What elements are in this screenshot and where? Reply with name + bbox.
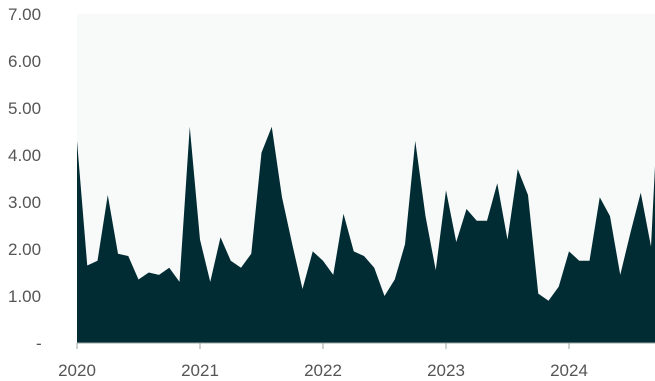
y-tick-label: 2.00 — [8, 240, 41, 259]
y-tick-label: 5.00 — [8, 99, 41, 118]
y-axis-tick-labels: - 1.00 2.00 3.00 4.00 5.00 6.00 7.00 — [8, 5, 42, 353]
x-tick-label: 2024 — [550, 361, 588, 380]
area-series — [77, 126, 655, 343]
x-axis-tick-labels: 2020 2021 2022 2023 2024 — [58, 361, 588, 380]
x-tick-label: 2023 — [427, 361, 465, 380]
x-tick-label: 2020 — [58, 361, 96, 380]
y-tick-label: 1.00 — [8, 287, 41, 306]
y-tick-label: 4.00 — [8, 146, 41, 165]
y-tick-label: 7.00 — [8, 5, 41, 24]
x-axis-ticks — [76, 343, 570, 349]
y-tick-label: 6.00 — [8, 52, 41, 71]
x-tick-label: 2021 — [181, 361, 219, 380]
x-tick-label: 2022 — [304, 361, 342, 380]
y-tick-label: - — [36, 334, 42, 353]
y-tick-label: 3.00 — [8, 193, 41, 212]
